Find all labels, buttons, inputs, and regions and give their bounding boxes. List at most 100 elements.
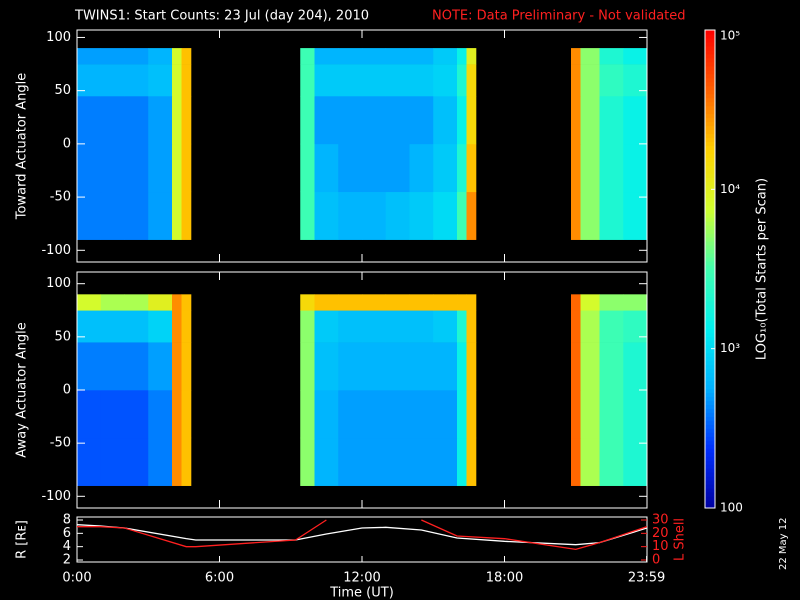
colorbar-step xyxy=(705,209,715,214)
colorbar-step xyxy=(705,137,715,143)
heat-cell xyxy=(580,191,600,240)
colorbar-step xyxy=(705,356,715,362)
heat-cell xyxy=(571,95,581,145)
y-tick-label: -100 xyxy=(41,243,71,258)
colorbar-step xyxy=(705,45,715,51)
heat-cell xyxy=(362,48,387,65)
heat-cell xyxy=(433,48,458,65)
heat-cell xyxy=(100,64,125,97)
colorbar-step xyxy=(705,193,715,198)
y2-axis-label: L Shell xyxy=(673,518,688,561)
colorbar-step xyxy=(705,245,715,250)
colorbar-step xyxy=(705,109,715,115)
y-tick-label: 0 xyxy=(63,383,71,398)
colorbar-step xyxy=(705,269,715,274)
heat-cell xyxy=(148,95,173,145)
heat-cell xyxy=(599,294,624,311)
heat-cell xyxy=(148,390,173,439)
colorbar-step xyxy=(705,57,715,63)
colorbar-step xyxy=(705,480,715,485)
colorbar-step xyxy=(705,352,715,358)
colorbar-step xyxy=(705,276,715,282)
heat-cell xyxy=(409,437,434,486)
heat-cell xyxy=(466,95,477,145)
colorbar-tick-label: 10⁴ xyxy=(720,182,740,196)
colorbar-step xyxy=(705,185,715,190)
heat-cell xyxy=(181,95,192,145)
heat-cell xyxy=(148,191,173,240)
heat-cell xyxy=(172,437,182,486)
colorbar-step xyxy=(705,117,715,123)
heat-cell xyxy=(362,191,387,240)
x-tick-label: 6:00 xyxy=(205,571,234,586)
heat-cell xyxy=(100,95,125,145)
heat-cell xyxy=(172,191,182,240)
colorbar-step xyxy=(705,81,715,87)
heat-cell xyxy=(148,310,173,343)
heat-cell xyxy=(623,310,648,343)
heat-cell xyxy=(77,342,102,391)
heat-cell xyxy=(571,342,581,391)
colorbar-step xyxy=(705,388,715,393)
heat-cell xyxy=(385,48,410,65)
heat-cell xyxy=(181,48,192,65)
colorbar-label: LOG₁₀(Total Starts per Scan) xyxy=(755,178,770,360)
heat-cell xyxy=(466,310,477,343)
colorbar-step xyxy=(705,304,715,310)
heat-cell xyxy=(314,437,339,486)
heat-cell xyxy=(385,64,410,97)
colorbar-step xyxy=(705,340,715,346)
colorbar-step xyxy=(705,464,715,469)
heat-cell xyxy=(181,191,192,240)
heat-cell xyxy=(77,437,102,486)
y-axis-label: R [Rᴇ] xyxy=(15,520,30,559)
heat-cell xyxy=(466,191,477,240)
heat-cell xyxy=(571,294,581,311)
heat-cell xyxy=(300,48,315,65)
heat-cell xyxy=(571,437,581,486)
heat-cell xyxy=(100,48,125,65)
colorbar-step xyxy=(705,121,715,127)
heat-cell xyxy=(571,310,581,343)
colorbar-step xyxy=(705,253,715,258)
colorbar-step xyxy=(705,324,715,330)
heat-cell xyxy=(466,294,477,311)
heat-cell xyxy=(599,342,624,391)
heat-cell xyxy=(457,342,467,391)
heat-cell xyxy=(466,437,477,486)
colorbar-step xyxy=(705,189,715,194)
colorbar-step xyxy=(705,129,715,135)
heat-cell xyxy=(148,143,173,193)
heat-cell xyxy=(385,390,410,439)
y2-tick-label: 0 xyxy=(652,553,660,568)
heat-cell xyxy=(338,48,363,65)
heat-cell xyxy=(623,294,648,311)
heat-cell xyxy=(580,64,600,97)
y-tick-label: 100 xyxy=(46,30,71,45)
colorbar-step xyxy=(705,360,715,366)
heat-cell xyxy=(385,294,410,311)
heat-cell xyxy=(409,310,434,343)
heat-cell xyxy=(409,64,434,97)
colorbar-step xyxy=(705,280,715,286)
colorbar-step xyxy=(705,300,715,306)
heat-cell xyxy=(599,191,624,240)
x-tick-label: 18:00 xyxy=(486,571,523,586)
colorbar-step xyxy=(705,133,715,139)
heat-cell xyxy=(300,294,315,311)
y-tick-label: 2 xyxy=(63,553,71,568)
y-tick-label: -50 xyxy=(50,190,71,205)
heat-cell xyxy=(338,143,363,193)
heat-cell xyxy=(100,310,125,343)
colorbar-step xyxy=(705,173,715,178)
heat-cell xyxy=(100,342,125,391)
heat-cell xyxy=(362,64,387,97)
colorbar-step xyxy=(705,488,715,493)
heat-cell xyxy=(300,342,315,391)
colorbar-step xyxy=(705,197,715,202)
heat-cell xyxy=(409,48,434,65)
heat-cell xyxy=(385,95,410,145)
colorbar-step xyxy=(705,440,715,445)
heat-cell xyxy=(457,310,467,343)
heat-cell xyxy=(181,437,192,486)
